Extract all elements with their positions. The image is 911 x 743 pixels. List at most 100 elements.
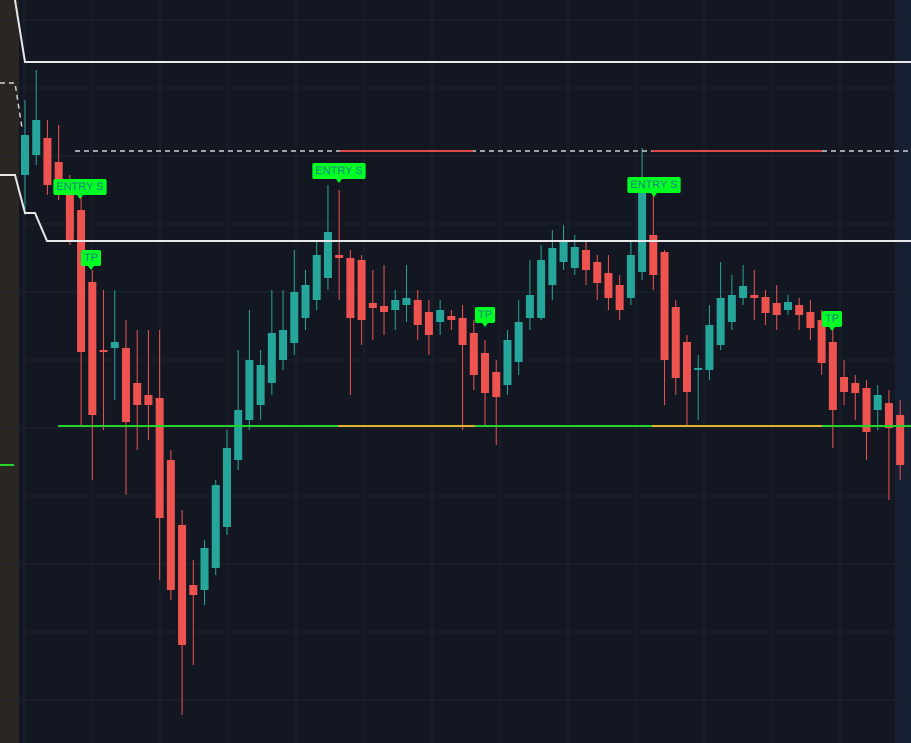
body [503,340,512,385]
candles [21,70,905,715]
body [469,333,478,375]
body [368,303,377,308]
body [817,320,826,363]
body [559,242,568,262]
body [458,318,467,345]
body [514,322,523,362]
body [279,330,288,360]
body [155,398,164,518]
body [716,298,725,345]
body [525,295,534,318]
body [65,185,74,240]
signal-pointer [651,193,657,197]
body [783,302,792,310]
body [884,403,893,428]
body [21,135,29,175]
signal-box [627,177,681,193]
signal-box [474,307,496,323]
overlays [0,0,911,466]
body [99,350,108,352]
body [727,295,736,322]
body [424,312,433,335]
body [43,138,52,185]
body [739,286,748,298]
body [537,260,546,318]
body [346,258,355,318]
body [694,368,703,370]
body [245,360,254,420]
body [413,300,422,325]
signal-text: ENTRY S [315,165,362,177]
body [660,252,669,360]
body [301,285,310,318]
body [582,250,590,270]
signal-text: TP [478,309,492,321]
signal-pointer [482,323,488,327]
body [222,448,231,527]
body [806,312,815,328]
body [671,307,680,378]
body [862,388,871,432]
labels: ENTRY S ENTRY S ENTRY S TP TP TP [53,163,843,331]
signal-label: TP [80,250,102,270]
signal-pointer [336,179,342,183]
body [32,120,41,155]
body [761,297,770,313]
body [200,548,209,590]
signal-label: ENTRY S [312,163,366,183]
body [626,255,635,298]
body [312,255,321,300]
body [211,485,220,568]
body [54,162,63,190]
left-session-strip [0,0,19,743]
signal-label: TP [821,311,843,331]
body [851,383,860,393]
body [110,342,119,348]
signal-text: TP [84,252,98,264]
body [896,415,905,465]
signal-box [312,163,366,179]
signal-pointer [77,195,83,199]
body [121,348,130,422]
body [705,325,714,370]
resistance-line [0,174,911,242]
body [402,298,411,305]
body [391,300,400,310]
body [77,210,86,352]
body [290,292,299,343]
body [189,585,198,595]
body [828,342,837,410]
body [133,383,142,405]
body [335,255,344,258]
signal-box [80,250,102,266]
body [447,316,456,320]
body [492,372,501,397]
body [873,395,882,410]
body [380,306,389,312]
body [323,232,332,278]
body [593,262,602,283]
body [682,342,691,392]
signal-box [53,179,107,195]
body [144,395,153,405]
body [649,235,658,275]
signal-label: ENTRY S [53,179,107,199]
body [481,353,490,393]
body [88,282,97,415]
body [178,525,187,645]
signal-pointer [88,266,94,270]
body [357,260,366,320]
body [772,303,781,315]
body [548,248,557,285]
body [638,193,647,272]
dashed-left [0,82,23,129]
body [615,285,624,310]
body [750,295,759,298]
body [570,247,579,268]
body [795,305,804,315]
body [234,410,243,460]
